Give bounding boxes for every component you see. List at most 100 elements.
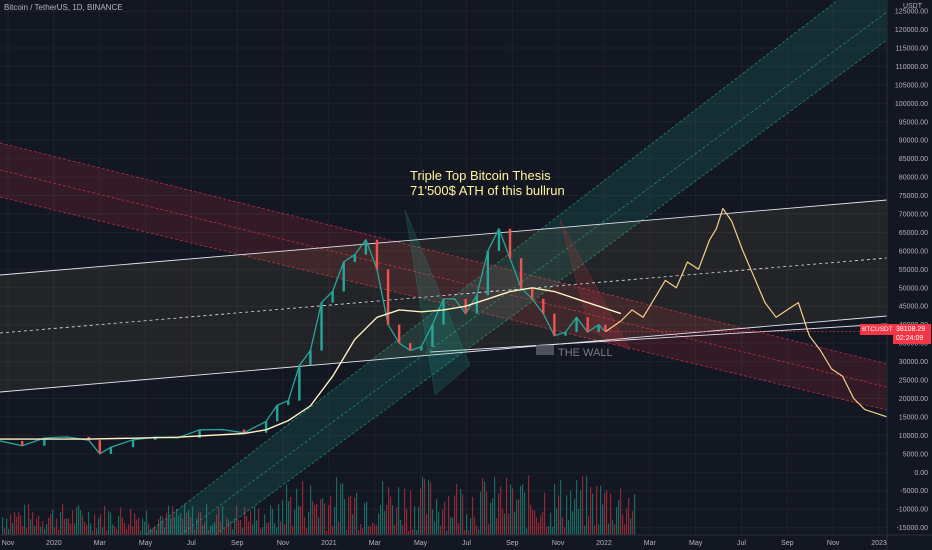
volume-bar [144, 521, 146, 535]
volume-bar [380, 505, 382, 535]
price-point [508, 228, 512, 259]
price-point [553, 313, 556, 336]
volume-bar [186, 512, 188, 535]
volume-bar [364, 503, 366, 535]
volume-bar [580, 490, 582, 535]
projection-line [605, 207, 887, 418]
volume-bar [314, 505, 316, 535]
volume-bar [208, 530, 210, 535]
volume-bar [128, 524, 130, 535]
x-axis[interactable]: Nov 2020 Mar May Jul Sep Nov 2021 Mar May Jul Sep No… [0, 534, 932, 547]
price-point [287, 400, 290, 406]
price-point [342, 261, 345, 292]
triangle-right [559, 219, 631, 351]
price-point [320, 302, 323, 351]
volume-bar [200, 512, 202, 535]
price-point [331, 291, 334, 303]
y-tick-label: 30000.00 [899, 359, 928, 366]
volume-bar [210, 525, 212, 535]
volume-bar [284, 524, 286, 535]
volume-bar [78, 505, 80, 535]
volume-bar [48, 517, 50, 535]
y-axis[interactable]: -15000.00 -10000.00 -5000.00 0.00 5000.00 100… [886, 0, 928, 550]
x-tick-label: Nov [552, 540, 565, 547]
volume-bar [90, 523, 92, 535]
volume-bar [478, 529, 480, 535]
volume-bar [280, 521, 282, 535]
volume-bar [114, 526, 116, 535]
volume-bar [298, 505, 300, 535]
volume-bar [506, 477, 508, 535]
x-tick-label: Sep [781, 540, 794, 547]
volume-bar [66, 518, 68, 535]
volume-bar [86, 524, 88, 535]
volume-bar [308, 511, 310, 535]
volume-bar [616, 506, 618, 535]
y-tick-label: 35000.00 [899, 341, 928, 348]
volume-bar [148, 523, 150, 535]
y-tick-label: -15000.00 [896, 525, 928, 532]
volume-bar [566, 495, 568, 535]
volume-bar [134, 513, 136, 535]
volume-bar [398, 487, 400, 535]
volume-bar [244, 507, 246, 535]
volume-bar [538, 522, 540, 535]
x-tick-label: Nov [827, 540, 840, 547]
volume-bar [490, 502, 492, 535]
volume-bar [466, 514, 468, 535]
volume-bar [238, 519, 240, 535]
volume-bar [630, 518, 632, 535]
volume-bar [446, 530, 448, 535]
red-channel-mid [0, 169, 887, 388]
volume-bar [4, 527, 6, 535]
volume-bar [110, 512, 112, 535]
volume-bar [432, 509, 434, 535]
volume-bar [530, 504, 532, 535]
volume-bar [586, 476, 588, 535]
volume-bar [52, 509, 54, 535]
volume-bars [2, 475, 636, 535]
volume-bar [526, 528, 528, 535]
volume-bar [198, 512, 200, 535]
volume-bar [376, 525, 378, 535]
volume-bar [426, 514, 428, 535]
volume-bar [256, 520, 258, 535]
volume-bar [194, 529, 196, 535]
volume-bar [104, 505, 106, 535]
volume-bar [434, 521, 436, 535]
volume-bar [444, 501, 446, 535]
volume-bar [6, 518, 8, 535]
volume-bar [520, 485, 522, 535]
price-point [542, 298, 545, 314]
volume-bar [320, 499, 322, 535]
y-tick-label: 55000.00 [899, 267, 928, 274]
volume-bar [620, 488, 622, 535]
volume-bar [76, 506, 78, 535]
chart-title: Triple Top Bitcoin Thesis [410, 168, 551, 183]
volume-bar [312, 500, 314, 535]
green-channel-outer-b [214, 39, 887, 535]
volume-bar [496, 518, 498, 535]
volume-bar [152, 528, 154, 535]
volume-bar [84, 521, 86, 535]
volume-bar [276, 527, 278, 535]
volume-bar [224, 528, 226, 535]
volume-bar [578, 508, 580, 535]
volume-bar [236, 505, 238, 535]
volume-bar [24, 504, 26, 535]
y-tick-label: 120000.00 [895, 27, 928, 34]
volume-bar [250, 510, 252, 535]
volume-bar [550, 512, 552, 535]
price-point [154, 437, 157, 440]
volume-bar [416, 530, 418, 535]
ma-line [0, 287, 622, 440]
price-point [220, 429, 223, 431]
volume-bar [56, 518, 58, 535]
volume-bar [316, 503, 318, 535]
volume-bar [310, 485, 312, 535]
volume-bar [130, 508, 132, 535]
white-channel-upper [0, 199, 887, 276]
volume-bar [634, 494, 636, 535]
volume-bar [178, 515, 180, 535]
